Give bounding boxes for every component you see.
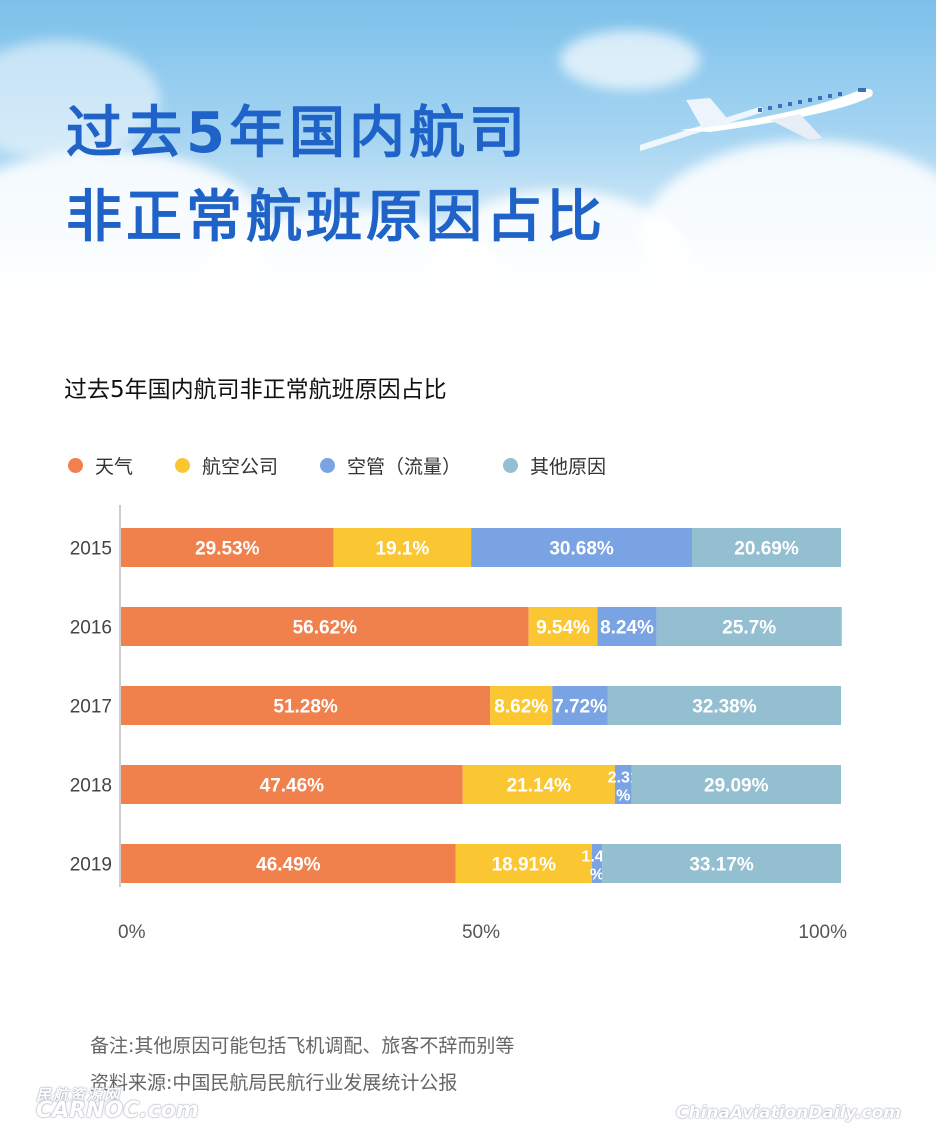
y-tick-label: 2017 [70, 697, 112, 718]
legend-label: 航空公司 [202, 456, 279, 478]
y-tick-label: 2019 [70, 855, 112, 876]
watermark-carnoc-cn: 民航资源网 [36, 1086, 122, 1104]
data-label: 20.69% [734, 539, 799, 560]
stacked-bar-chart: 2015 29.53% 19.1% 30.68% 20.69% 2016 56.62% 9.5… [70, 505, 847, 943]
x-tick-label: 0% [118, 922, 146, 943]
legend-label: 天气 [95, 456, 134, 478]
legend-dot [68, 458, 83, 473]
x-tick-label: 50% [462, 922, 500, 943]
bar-segment [591, 844, 603, 883]
source-note: 资料来源:中国民航局民航行业发展统计公报 [90, 1072, 458, 1094]
data-label: 46.49% [256, 855, 321, 876]
legend-label: 其他原因 [530, 456, 607, 478]
bar-segment [631, 765, 841, 804]
data-label: 8.62% [494, 697, 548, 718]
airplane-icon [640, 88, 873, 151]
legend-dot [503, 458, 519, 473]
bar-segment [333, 528, 472, 567]
legend-item-airline: 航空公司 [175, 452, 278, 479]
data-label: 9.54% [536, 618, 590, 639]
bar-segment [121, 686, 491, 725]
data-label: 7.72% [553, 697, 607, 718]
bar-segment [607, 686, 841, 725]
hero-banner: 过去5年国内航司 非正常航班原因占比 [0, 0, 936, 305]
legend-item-atc: 空管（流量） [320, 452, 461, 479]
bar-segment [602, 844, 841, 883]
legend-dot [320, 458, 336, 473]
y-tick-label: 2015 [70, 539, 112, 560]
bar-segment [121, 528, 334, 567]
legend-dot [175, 458, 191, 473]
watermark-carnoc: CARNOC.com [36, 1098, 199, 1123]
legend-item-weather: 天气 [68, 452, 133, 479]
data-label: 29.53% [195, 539, 260, 560]
bar-segment [121, 765, 463, 804]
data-label: 51.28% [273, 697, 338, 718]
data-label: 21.14% [507, 776, 572, 797]
data-label: 2.31% [608, 770, 639, 805]
remark-note: 备注:其他原因可能包括飞机调配、旅客不辞而别等 [90, 1035, 515, 1057]
legend-item-other: 其他原因 [503, 452, 606, 479]
bar-segment [462, 765, 615, 804]
data-label: 29.09% [704, 776, 769, 797]
bar-segment [471, 528, 693, 567]
hero-title-line-1: 过去5年国内航司 [66, 101, 529, 166]
data-label: 8.24% [600, 618, 654, 639]
watermark-china-aviation-daily: ChinaAviationDaily.com [676, 1103, 902, 1123]
data-label: 33.17% [689, 855, 754, 876]
data-label: 32.38% [692, 697, 757, 718]
bar-segment [597, 607, 657, 646]
y-tick-label: 2016 [70, 618, 112, 639]
legend-label: 空管（流量） [347, 456, 462, 478]
bar-segment [614, 765, 632, 804]
bar-segment [490, 686, 553, 725]
chart-legend: 天气 航空公司 空管（流量） 其他原因 [68, 452, 648, 479]
bar-segment [656, 607, 842, 646]
x-tick-label: 100% [798, 922, 847, 943]
bar-segment [692, 528, 841, 567]
bar-segment [121, 844, 456, 883]
data-label: 56.62% [293, 618, 358, 639]
chart-title: 过去5年国内航司非正常航班原因占比 [64, 377, 447, 403]
y-tick-label: 2018 [70, 776, 112, 797]
data-label: 47.46% [260, 776, 325, 797]
bar-segment [121, 607, 529, 646]
data-label: 30.68% [549, 539, 614, 560]
data-label: 18.91% [492, 855, 557, 876]
bar-segment [528, 607, 598, 646]
hero-title-line-2: 非正常航班原因占比 [66, 185, 606, 250]
bar-segment [455, 844, 592, 883]
data-label: 25.7% [722, 618, 776, 639]
bar-segment [552, 686, 608, 725]
data-label: 19.1% [375, 539, 429, 560]
